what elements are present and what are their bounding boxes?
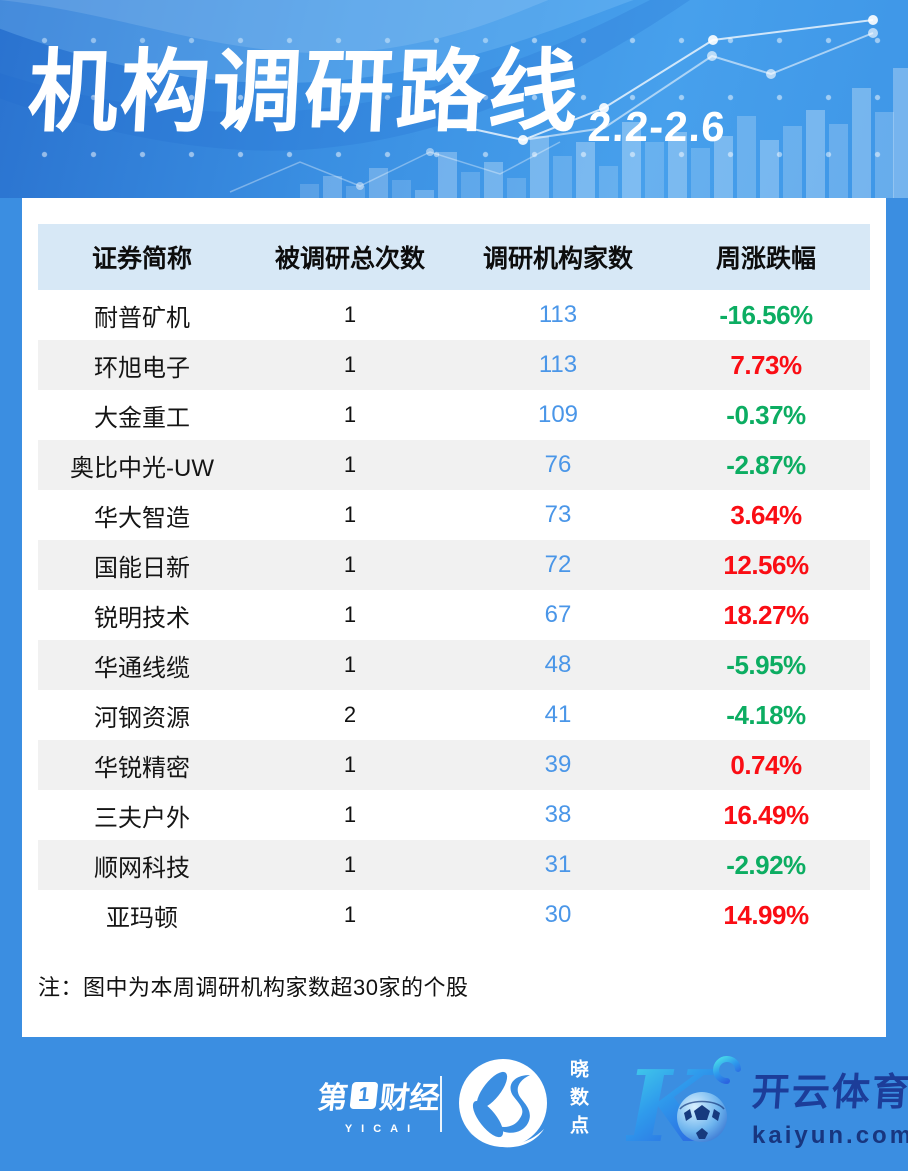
stock-name: 华锐精密 <box>94 754 190 782</box>
yicai-logo: 第 1 财经 YICAI <box>316 1073 443 1135</box>
xiaoshudian-name: 晓数点 <box>567 1059 588 1143</box>
survey-times: 1 <box>343 452 357 477</box>
table-row: 耐普矿机 1 113 -16.56% <box>38 290 870 340</box>
org-count: 38 <box>544 801 572 828</box>
table-row: 三夫户外 1 38 16.49% <box>38 790 870 840</box>
org-count: 72 <box>544 551 572 578</box>
yicai-suffix: 财经 <box>377 1082 442 1115</box>
org-count: 73 <box>544 501 572 528</box>
table-row: 国能日新 1 72 12.56% <box>38 540 870 590</box>
stock-name: 大金重工 <box>94 404 190 432</box>
survey-times: 1 <box>343 802 357 827</box>
footer-bar: 第 1 财经 YICAI 晓数点 <box>0 1037 908 1171</box>
weekly-change: -4.18% <box>726 699 806 730</box>
org-count: 76 <box>544 451 572 478</box>
stock-name: 三夫户外 <box>94 804 190 832</box>
org-count: 109 <box>537 401 579 428</box>
column-header-times: 被调研总次数 <box>274 245 425 273</box>
survey-times: 1 <box>343 902 357 927</box>
stock-name: 亚玛顿 <box>106 904 178 932</box>
weekly-change: 16.49% <box>723 799 809 830</box>
table-row: 华通线缆 1 48 -5.95% <box>38 640 870 690</box>
table-row: 环旭电子 1 113 7.73% <box>38 340 870 390</box>
kaiyun-wordmark: 开云体育 kaiyun.com <box>750 1061 908 1150</box>
kaiyun-cn-text: 开云体育 <box>750 1071 908 1114</box>
yicai-digit-icon: 1 <box>349 1081 379 1109</box>
footnote: 注：图中为本周调研机构家数超30家的个股 <box>38 975 469 1000</box>
table-row: 河钢资源 2 41 -4.18% <box>38 690 870 740</box>
stock-name: 锐明技术 <box>94 604 190 632</box>
yicai-cn-wordmark: 第 1 财经 <box>316 1073 443 1117</box>
table-row: 顺网科技 1 31 -2.92% <box>38 840 870 890</box>
stock-name: 华大智造 <box>94 504 190 532</box>
yicai-prefix: 第 <box>315 1082 350 1115</box>
table-row: 锐明技术 1 67 18.27% <box>38 590 870 640</box>
research-table: 证券简称 被调研总次数 调研机构家数 周涨跌幅 耐普矿机 1 113 -16.5… <box>38 224 870 940</box>
kaiyun-k-icon: K <box>626 1055 741 1155</box>
table-header-row: 证券简称 被调研总次数 调研机构家数 周涨跌幅 <box>38 224 870 290</box>
weekly-change: 0.74% <box>730 749 802 780</box>
table-row: 亚玛顿 1 30 14.99% <box>38 890 870 940</box>
weekly-change: -2.92% <box>726 849 806 880</box>
survey-times: 1 <box>343 602 357 627</box>
column-header-stock: 证券简称 <box>91 245 192 273</box>
survey-times: 1 <box>343 402 357 427</box>
xiaoshudian-icon <box>459 1059 547 1148</box>
kaiyun-logo: K 开云体育 kaiyun.com <box>626 1055 908 1155</box>
stock-name: 华通线缆 <box>94 654 190 682</box>
weekly-change: -0.37% <box>726 399 806 430</box>
table-row: 华大智造 1 73 3.64% <box>38 490 870 540</box>
dot-grid-decoration <box>0 0 908 198</box>
org-count: 30 <box>544 901 572 928</box>
survey-times: 1 <box>343 652 357 677</box>
column-header-orgs: 调研机构家数 <box>482 245 633 273</box>
survey-times: 1 <box>343 352 357 377</box>
org-count: 113 <box>538 301 578 328</box>
weekly-change: 3.64% <box>730 499 802 530</box>
weekly-change: -5.95% <box>726 649 806 680</box>
stock-name: 顺网科技 <box>94 854 190 882</box>
org-count: 39 <box>544 751 572 778</box>
org-count: 48 <box>544 651 572 678</box>
kaiyun-domain-text: kaiyun.com <box>752 1121 908 1149</box>
org-count: 67 <box>544 601 572 628</box>
stock-name: 国能日新 <box>94 554 190 582</box>
weekly-change: 12.56% <box>723 549 809 580</box>
survey-times: 2 <box>343 702 357 727</box>
weekly-change: -2.87% <box>726 449 806 480</box>
column-header-change: 周涨跌幅 <box>715 245 816 273</box>
org-count: 31 <box>544 851 572 878</box>
footer-divider <box>440 1076 442 1132</box>
table-row: 奥比中光-UW 1 76 -2.87% <box>38 440 870 490</box>
survey-times: 1 <box>343 302 357 327</box>
stock-name: 耐普矿机 <box>94 304 190 332</box>
table-body: 耐普矿机 1 113 -16.56% 环旭电子 1 113 7.73% 大金重工… <box>38 290 870 940</box>
weekly-change: -16.56% <box>719 299 813 330</box>
stock-name: 奥比中光-UW <box>70 454 214 482</box>
table-row: 大金重工 1 109 -0.37% <box>38 390 870 440</box>
weekly-change: 7.73% <box>730 349 802 380</box>
org-count: 113 <box>538 351 578 378</box>
org-count: 41 <box>544 701 572 728</box>
survey-times: 1 <box>343 502 357 527</box>
stock-name: 河钢资源 <box>94 704 190 732</box>
line-chart-decoration <box>229 15 878 193</box>
content-card: 证券简称 被调研总次数 调研机构家数 周涨跌幅 耐普矿机 1 113 -16.5… <box>22 198 886 1037</box>
date-range: 2.2-2.6 <box>586 103 728 150</box>
survey-times: 1 <box>343 752 357 777</box>
header-decoration <box>0 0 908 198</box>
table-row: 华锐精密 1 39 0.74% <box>38 740 870 790</box>
weekly-change: 18.27% <box>723 599 809 630</box>
stock-name: 环旭电子 <box>94 354 190 382</box>
page-title: 机构调研路线 <box>25 43 583 143</box>
yicai-en-wordmark: YICAI <box>344 1123 420 1135</box>
survey-times: 1 <box>343 852 357 877</box>
weekly-change: 14.99% <box>723 899 809 930</box>
header-banner: 机构调研路线 2.2-2.6 <box>0 0 908 198</box>
bar-chart-decoration <box>300 68 908 198</box>
survey-times: 1 <box>343 552 357 577</box>
